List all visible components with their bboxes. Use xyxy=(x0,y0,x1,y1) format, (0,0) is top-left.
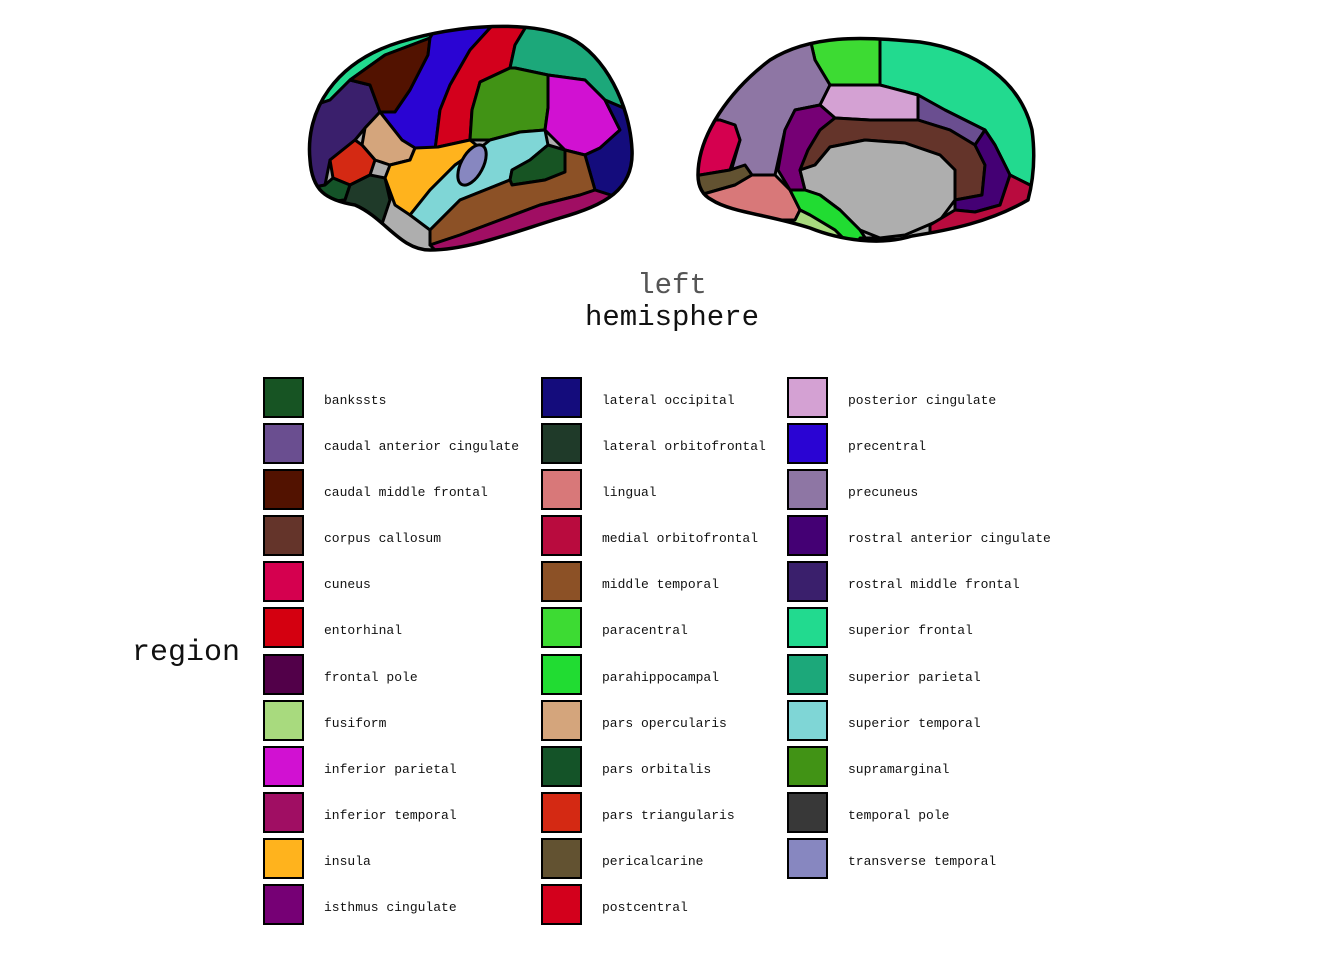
legend-label: fusiform xyxy=(324,715,387,731)
legend-swatch xyxy=(263,515,304,557)
legend-label: precuneus xyxy=(848,485,919,501)
legend-label: supramarginal xyxy=(848,761,950,777)
legend-swatch xyxy=(787,515,828,557)
legend-label: medial orbitofrontal xyxy=(602,531,759,547)
legend-swatch xyxy=(541,837,582,879)
legend-swatch xyxy=(541,469,582,511)
legend-swatch xyxy=(541,884,582,926)
medial-outline xyxy=(696,36,1036,243)
legend-swatch xyxy=(263,607,304,649)
legend-label: lateral orbitofrontal xyxy=(602,439,766,455)
legend-label: entorhinal xyxy=(324,623,403,639)
legend-swatch xyxy=(541,791,582,833)
legend-swatch xyxy=(541,423,582,465)
legend-label: lingual xyxy=(602,485,657,501)
legend-label: superior parietal xyxy=(848,669,981,685)
legend-label: parahippocampal xyxy=(602,669,720,685)
region-transverse-temporal xyxy=(456,143,488,187)
legend-label: isthmus cingulate xyxy=(324,900,457,916)
legend-label: corpus callosum xyxy=(324,531,442,547)
legend-swatch xyxy=(787,561,828,603)
legend-label: cuneus xyxy=(324,577,371,593)
legend-swatch xyxy=(263,653,304,695)
legend-swatch xyxy=(263,377,304,418)
legend-swatch xyxy=(541,515,582,557)
legend-label: pars orbitalis xyxy=(602,761,712,777)
legend-label: bankssts xyxy=(324,393,387,408)
legend-label: inferior temporal xyxy=(324,807,457,823)
legend-swatch xyxy=(787,377,828,418)
legend-title: region xyxy=(132,636,241,670)
legend-label: insula xyxy=(324,853,371,869)
legend-label: rostral anterior cingulate xyxy=(848,531,1051,547)
legend-swatch xyxy=(263,791,304,833)
legend-swatch xyxy=(263,884,304,926)
legend-label: superior frontal xyxy=(848,623,973,639)
legend-label: postcentral xyxy=(602,900,688,916)
legend-swatch xyxy=(263,745,304,787)
legend-label: frontal pole xyxy=(324,669,418,685)
legend-label: pars triangularis xyxy=(602,807,735,823)
legend-swatch xyxy=(263,469,304,511)
legend-swatch xyxy=(541,653,582,695)
legend-swatch xyxy=(787,745,828,787)
legend-label: pars opercularis xyxy=(602,715,727,731)
legend-swatch xyxy=(263,837,304,879)
legend-label: caudal anterior cingulate xyxy=(324,439,520,455)
legend-swatch xyxy=(541,607,582,649)
legend-label: caudal middle frontal xyxy=(324,485,488,501)
legend-swatch xyxy=(263,699,304,741)
hemisphere-title-line1: left xyxy=(637,269,707,302)
legend-label: posterior cingulate xyxy=(848,393,997,408)
legend-label: superior temporal xyxy=(848,715,981,731)
legend-swatch xyxy=(541,561,582,603)
legend-swatch xyxy=(787,469,828,511)
legend-swatch xyxy=(787,699,828,741)
legend-swatch xyxy=(541,377,582,418)
legend-swatch xyxy=(787,423,828,465)
legend-swatch xyxy=(787,837,828,879)
legend-swatch xyxy=(787,607,828,649)
hemisphere-title-line2: hemisphere xyxy=(584,301,760,334)
legend-label: lateral occipital xyxy=(602,393,735,408)
lateral-outline xyxy=(307,24,634,252)
legend-label: rostral middle frontal xyxy=(848,577,1020,593)
legend-swatch xyxy=(263,561,304,603)
region-posterior-cingulate xyxy=(818,83,920,122)
brain-surface-plot xyxy=(307,24,1036,252)
legend-label: middle temporal xyxy=(602,577,720,593)
legend-label: precentral xyxy=(848,439,927,455)
legend-label: transverse temporal xyxy=(848,853,997,869)
legend-swatch xyxy=(541,745,582,787)
legend-swatch xyxy=(787,791,828,833)
legend-label: inferior parietal xyxy=(324,761,457,777)
legend-swatch xyxy=(263,423,304,465)
legend-label: pericalcarine xyxy=(602,853,704,869)
legend-swatch xyxy=(541,699,582,741)
legend-label: paracentral xyxy=(602,623,688,639)
legend-label: temporal pole xyxy=(848,807,950,823)
legend-swatch xyxy=(787,653,828,695)
